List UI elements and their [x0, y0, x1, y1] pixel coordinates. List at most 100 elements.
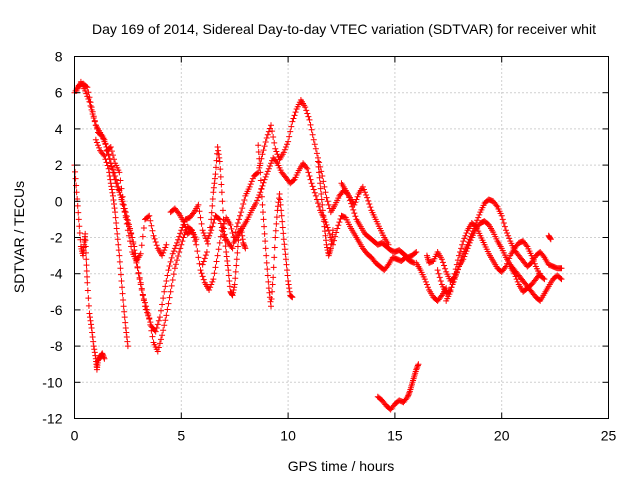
data-point — [320, 178, 327, 185]
data-point — [367, 204, 374, 211]
data-point — [306, 172, 313, 179]
data-point — [168, 282, 175, 289]
data-point — [217, 166, 224, 173]
data-point — [120, 296, 127, 303]
data-point — [139, 233, 146, 240]
data-point — [190, 210, 197, 217]
data-point — [305, 169, 312, 176]
data-point — [83, 256, 90, 263]
data-point — [459, 241, 466, 248]
data-point — [260, 209, 267, 216]
data-point — [119, 193, 126, 200]
data-point — [213, 157, 220, 164]
data-point — [316, 174, 323, 181]
data-point — [334, 225, 341, 232]
data-point — [466, 236, 473, 243]
data-point — [221, 225, 228, 232]
data-point — [121, 308, 128, 315]
data-point — [238, 225, 245, 232]
data-point — [278, 207, 285, 214]
data-point — [506, 255, 513, 262]
data-point — [360, 186, 367, 193]
data-point — [118, 196, 125, 203]
data-point — [114, 230, 121, 237]
data-point — [178, 227, 185, 234]
data-point — [223, 248, 230, 255]
data-point — [161, 247, 168, 254]
data-point — [109, 192, 116, 199]
data-point — [122, 214, 129, 221]
data-point — [472, 222, 478, 229]
data-point — [336, 219, 343, 226]
data-point — [166, 294, 173, 301]
data-point — [89, 329, 96, 336]
data-point — [224, 258, 231, 265]
data-point — [136, 274, 143, 281]
data-point — [324, 224, 331, 231]
data-point — [92, 352, 99, 359]
data-point — [233, 256, 240, 263]
data-point — [176, 233, 183, 240]
data-point — [108, 186, 115, 193]
data-point — [139, 291, 146, 298]
data-point — [354, 193, 361, 200]
data-point — [91, 349, 98, 356]
data-point — [216, 158, 223, 165]
data-point — [219, 198, 226, 205]
data-point — [138, 285, 145, 292]
data-point — [465, 239, 472, 246]
x-tick-label: 20 — [494, 428, 510, 444]
data-point — [280, 149, 287, 156]
data-point — [109, 166, 116, 173]
data-point — [171, 265, 178, 272]
data-point — [239, 232, 246, 239]
data-point — [261, 230, 268, 237]
data-point — [229, 245, 236, 252]
data-point — [90, 338, 97, 345]
data-point — [434, 267, 441, 274]
data-point — [193, 241, 200, 248]
data-point — [203, 238, 210, 245]
data-point — [89, 334, 96, 341]
data-point — [268, 303, 275, 310]
data-point — [504, 229, 511, 236]
data-point — [169, 277, 176, 284]
data-point — [124, 338, 131, 345]
data-point — [146, 212, 153, 219]
data-point — [281, 241, 288, 248]
data-point — [352, 213, 359, 220]
data-point — [258, 185, 265, 192]
data-point — [240, 241, 247, 248]
data-point — [511, 270, 518, 277]
data-point — [437, 293, 444, 300]
data-point — [289, 294, 296, 301]
data-point — [202, 252, 209, 259]
data-point — [261, 223, 268, 230]
data-point — [222, 243, 229, 250]
data-point — [198, 270, 205, 277]
data-point — [82, 87, 89, 94]
data-point — [102, 156, 109, 163]
data-point — [200, 276, 207, 283]
data-point — [93, 125, 100, 132]
data-point — [180, 218, 187, 225]
data-point — [86, 98, 93, 105]
data-point — [76, 229, 83, 236]
data-point — [309, 131, 316, 138]
data-point — [154, 348, 161, 355]
data-point — [384, 263, 391, 270]
data-point — [540, 275, 547, 282]
data-point — [285, 138, 292, 145]
y-tick-label: 8 — [55, 49, 63, 65]
data-point — [148, 327, 155, 334]
data-point — [436, 274, 443, 281]
data-point — [229, 229, 236, 236]
data-point — [221, 231, 228, 238]
data-point — [498, 212, 505, 219]
data-point — [145, 312, 152, 319]
x-tick-label: 15 — [387, 428, 403, 444]
data-point — [226, 283, 233, 290]
data-point — [537, 270, 544, 277]
data-point — [100, 151, 107, 158]
data-point — [437, 277, 444, 284]
